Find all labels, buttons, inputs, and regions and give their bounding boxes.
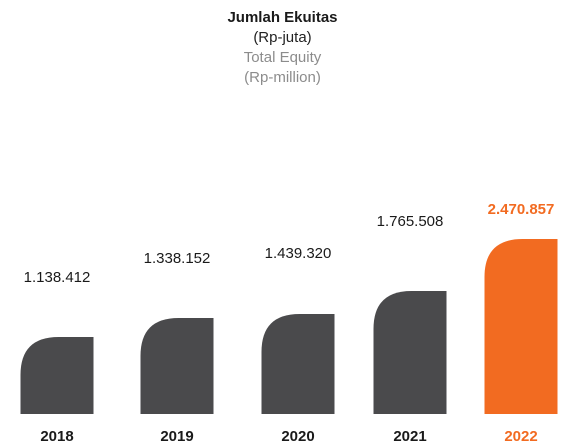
chart-title-block: Jumlah Ekuitas (Rp-juta) Total Equity (R… bbox=[0, 8, 565, 88]
x-tick-label-2021: 2021 bbox=[393, 428, 426, 445]
value-label-2020: 1.439.320 bbox=[265, 245, 332, 262]
bar-2021 bbox=[373, 291, 447, 414]
bar-2019 bbox=[140, 318, 214, 414]
value-label-2021: 1.765.508 bbox=[377, 213, 444, 230]
bar-2022 bbox=[484, 239, 558, 414]
bar-2018 bbox=[20, 337, 94, 414]
chart-unit: (Rp-juta) bbox=[253, 29, 312, 46]
x-tick-label-2018: 2018 bbox=[40, 428, 73, 445]
value-label-2019: 1.338.152 bbox=[144, 250, 211, 267]
bar-2020 bbox=[261, 314, 335, 414]
value-label-2022: 2.470.857 bbox=[488, 201, 555, 218]
chart-unit-en: (Rp-million) bbox=[244, 69, 321, 86]
x-tick-label-2022: 2022 bbox=[504, 428, 537, 445]
x-tick-label-2020: 2020 bbox=[281, 428, 314, 445]
x-tick-label-2019: 2019 bbox=[160, 428, 193, 445]
chart-title: Jumlah Ekuitas bbox=[227, 9, 338, 26]
value-label-2018: 1.138.412 bbox=[24, 269, 91, 286]
chart-title-en: Total Equity bbox=[243, 49, 322, 66]
